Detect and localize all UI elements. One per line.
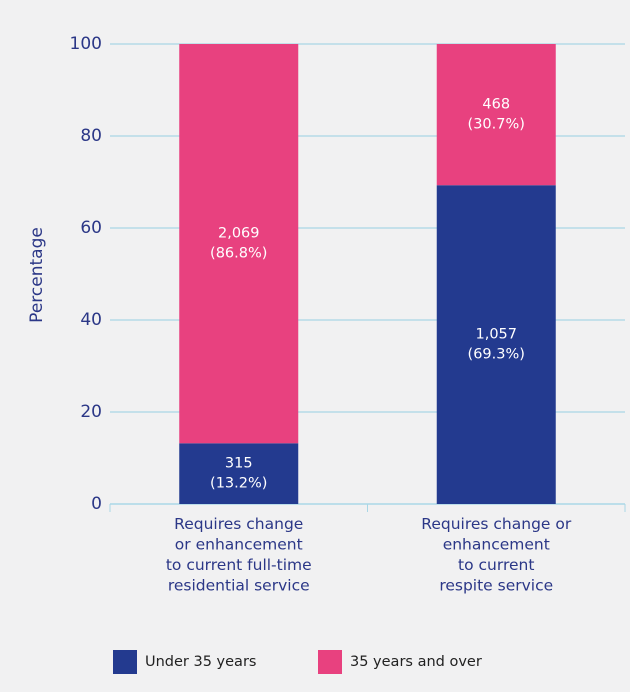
bar-segment xyxy=(179,443,299,504)
x-tick-label: Requires change or enhancement to current r… xyxy=(421,515,572,595)
x-tick-label: Requires change or enhancement to current … xyxy=(166,515,312,595)
y-tick-label: 0 xyxy=(91,494,102,514)
y-tick-label: 100 xyxy=(70,34,102,54)
y-tick-label: 40 xyxy=(80,310,102,330)
bar-segment xyxy=(436,185,556,504)
legend-label: 35 years and over xyxy=(350,654,482,670)
legend-label: Under 35 years xyxy=(145,654,256,670)
y-axis-label: Percentage xyxy=(27,227,47,323)
y-tick-label: 80 xyxy=(80,126,102,146)
data-label: 1,057 (69.3%) xyxy=(468,327,525,363)
data-label: 468 (30.7%) xyxy=(468,97,525,133)
bar-segment xyxy=(436,44,556,186)
legend-swatch xyxy=(113,650,137,674)
data-label: 2,069 (86.8%) xyxy=(210,226,267,262)
y-tick-label: 20 xyxy=(80,402,102,422)
bar-segment xyxy=(179,44,299,444)
legend-swatch xyxy=(318,650,342,674)
y-tick-label: 60 xyxy=(80,218,102,238)
data-label: 315 (13.2%) xyxy=(210,456,267,492)
